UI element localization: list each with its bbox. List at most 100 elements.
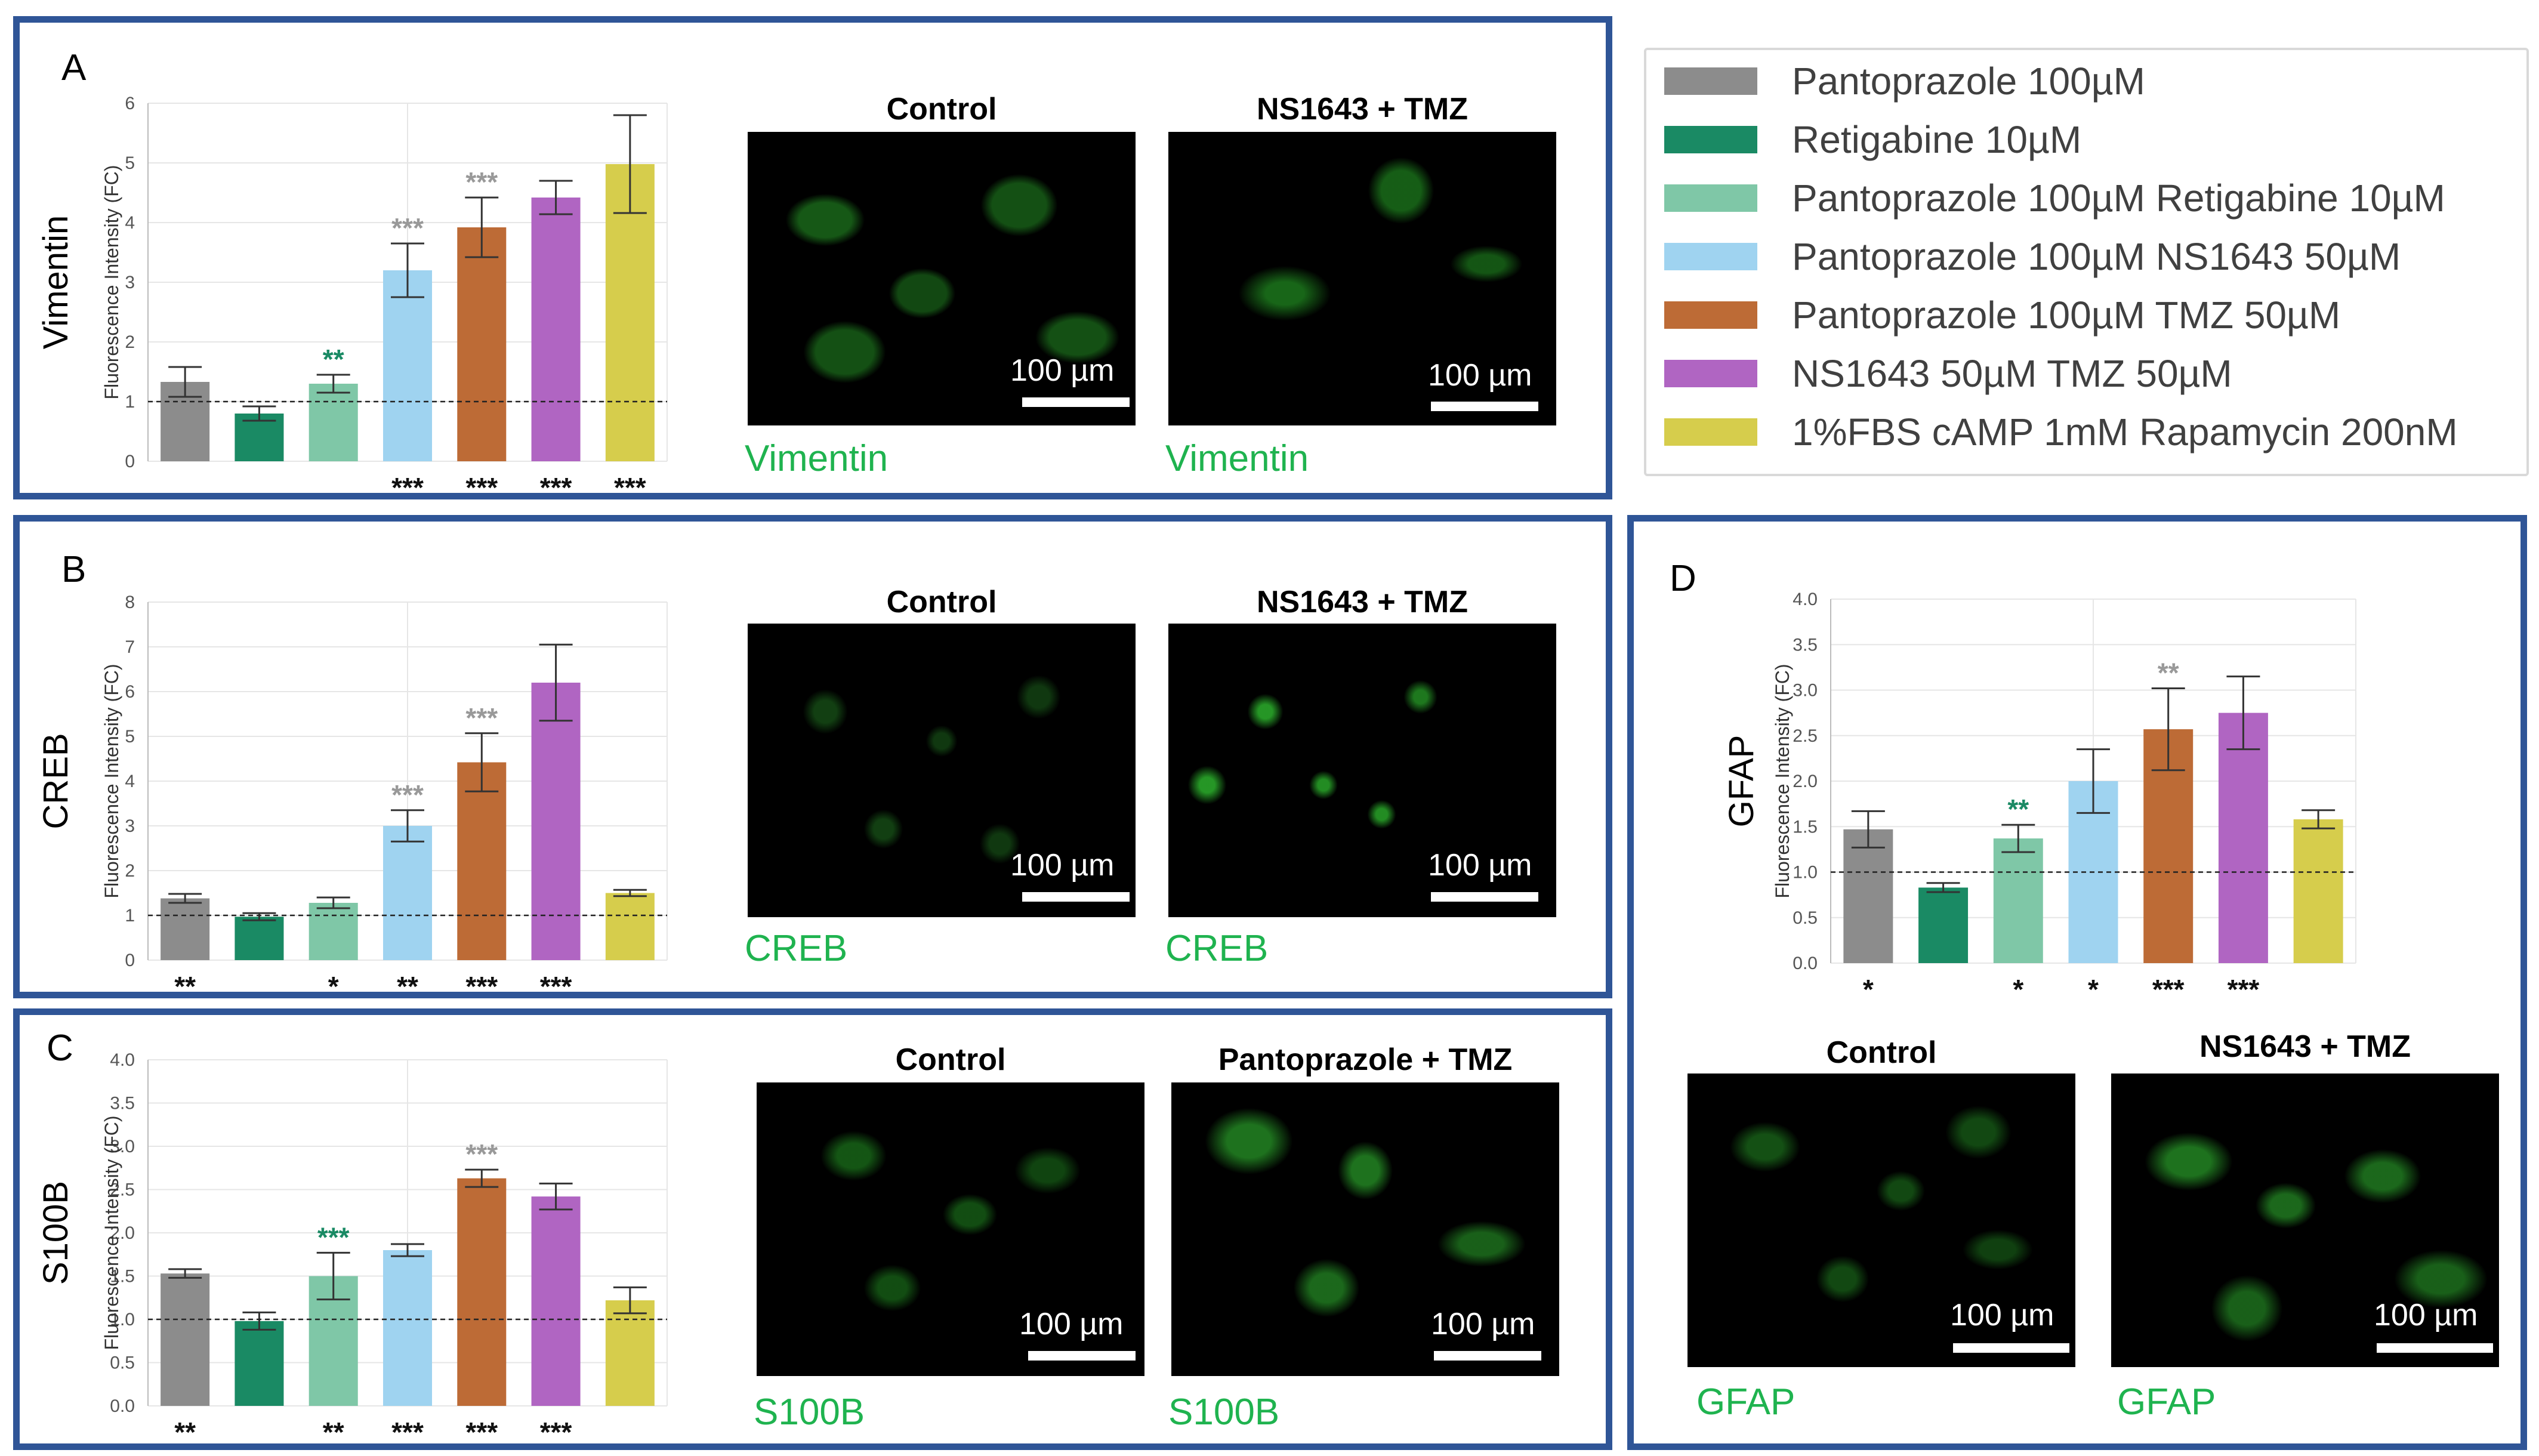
bar-chart-gfap: 0.0 0.5 1.0 1.5 2.0 2.5 3.0 3.5 4.0 Fluorescence … (1722, 590, 2356, 1005)
y-axis-title: Fluorescence Intensity (FC) (101, 1115, 122, 1350)
marker-label: Vimentin (745, 438, 889, 479)
bar (1918, 887, 1969, 963)
scale-bar (1028, 1351, 1136, 1361)
significance-stars: *** (391, 779, 424, 810)
significance-stars: *** (391, 212, 424, 243)
y-tick-label: 8 (125, 593, 135, 612)
significance-stars: *** (465, 166, 498, 198)
legend-item: Pantoprazole 100µM Retigabine 10µM (1664, 174, 2445, 222)
scale-label: 100 µm (1019, 1307, 1124, 1341)
bar (457, 227, 507, 461)
panel-letter: D (1670, 558, 1696, 599)
micrograph-control: 100 µm (1687, 1074, 2075, 1367)
significance-stars: ** (2158, 657, 2179, 688)
image-title: Control (886, 92, 997, 127)
bar (308, 384, 358, 461)
y-tick-label: 3 (125, 273, 135, 292)
significance-stars: *** (2152, 974, 2185, 1005)
legend-swatch (1664, 184, 1757, 212)
y-tick-label: 6 (125, 94, 135, 113)
scale-label: 100 µm (1428, 848, 1532, 883)
y-tick-label: 4 (125, 213, 135, 233)
micrograph-control: 100 µm (748, 132, 1136, 425)
legend-swatch (1664, 243, 1757, 270)
legend-item: Pantoprazole 100µM TMZ 50µM (1664, 291, 2340, 339)
y-tick-label: 2.5 (110, 1180, 135, 1200)
bar (308, 903, 358, 960)
scale-bar (2377, 1343, 2493, 1353)
y-tick-label: 3.0 (110, 1137, 135, 1156)
micrograph-treatment: 100 µm (1168, 132, 1556, 425)
bar (382, 1250, 433, 1406)
significance-stars: *** (465, 472, 498, 503)
scale-label: 100 µm (2374, 1298, 2478, 1332)
scale-bar (1434, 1351, 1541, 1361)
legend-swatch (1664, 418, 1757, 446)
legend-item: Retigabine 10µM (1664, 116, 2081, 164)
significance-stars: * (1863, 974, 1874, 1005)
y-tick-label: 7 (125, 637, 135, 657)
bar (457, 762, 507, 960)
image-title: NS1643 + TMZ (1256, 92, 1469, 127)
image-title: NS1643 + TMZ (1256, 585, 1469, 619)
scale-label: 100 µm (1950, 1298, 2054, 1332)
legend-swatch (1664, 360, 1757, 387)
marker-label: GFAP (1696, 1381, 1795, 1423)
scale-bar (1022, 397, 1130, 407)
significance-stars: *** (391, 472, 424, 503)
bar-chart-vimentin: 0 1 2 3 4 5 6 Fluorescence Intensity (FC) Viment… (36, 94, 668, 503)
y-tick-label: 0 (125, 452, 135, 471)
scale-label: 100 µm (1428, 358, 1532, 393)
y-tick-label: 1.0 (1793, 863, 1818, 883)
bar (161, 898, 210, 960)
significance-stars: *** (465, 702, 498, 733)
y-tick-label: 5 (125, 727, 135, 746)
bar (2293, 819, 2343, 963)
y-tick-label: 4.0 (110, 1050, 135, 1070)
marker-axis-label: S100B (36, 1181, 75, 1285)
marker-label: S100B (754, 1392, 865, 1433)
significance-stars: ** (174, 1417, 196, 1448)
y-tick-label: 5 (125, 153, 135, 173)
chart-legend: Pantoprazole 100µM Retigabine 10µM Panto… (1644, 48, 2529, 476)
significance-stars: *** (317, 1221, 350, 1253)
panel-c: C 0.0 0.5 1.0 1.5 2.0 2.5 3.0 3.5 4.0 Fluorescenc… (13, 1008, 1612, 1450)
bar (382, 826, 433, 960)
significance-stars: *** (540, 1417, 572, 1448)
scale-bar (1431, 892, 1538, 902)
bar-chart-creb: 0 1 2 3 4 5 6 7 8 Fluorescence Intensity (FC) CREB… (36, 593, 668, 1002)
panel-b: B 0 1 2 3 4 5 6 7 8 Fluorescence Intensity (FC) CR… (13, 515, 1612, 1002)
y-tick-label: 6 (125, 682, 135, 702)
y-tick-label: 2 (125, 861, 135, 881)
legend-label: NS1643 50µM TMZ 50µM (1792, 352, 2232, 395)
y-tick-label: 3 (125, 816, 135, 836)
micrograph-treatment: 100 µm (1171, 1082, 1559, 1376)
legend-swatch (1664, 301, 1757, 329)
y-tick-label: 2.5 (1793, 726, 1818, 746)
image-title: Pantoprazole + TMZ (1218, 1042, 1513, 1077)
bar (457, 1178, 507, 1406)
scale-label: 100 µm (1010, 353, 1115, 388)
legend-item: Pantoprazole 100µM NS1643 50µM (1664, 233, 2401, 280)
marker-label: GFAP (2117, 1381, 2216, 1423)
bar (1993, 838, 2043, 963)
legend-swatch (1664, 126, 1757, 153)
marker-label: CREB (1165, 928, 1269, 969)
y-tick-label: 0 (125, 951, 135, 970)
micrograph-treatment: 100 µm (1168, 624, 1556, 917)
bar (2218, 712, 2268, 963)
y-tick-label: 3.0 (1793, 681, 1818, 701)
marker-axis-label: GFAP (1722, 735, 1761, 828)
scale-bar (1953, 1343, 2069, 1353)
significance-stars: * (2088, 974, 2099, 1005)
legend-item: Pantoprazole 100µM (1664, 57, 2145, 105)
legend-item: 1%FBS cAMP 1mM Rapamycin 200nM (1664, 408, 2458, 456)
panel-a: A 0 1 2 3 4 5 6 Fluorescence Intensity (FC) Vime… (13, 16, 1612, 503)
scale-label: 100 µm (1010, 848, 1115, 883)
significance-stars: *** (465, 971, 498, 1002)
legend-label: Pantoprazole 100µM Retigabine 10µM (1792, 177, 2445, 220)
legend-label: 1%FBS cAMP 1mM Rapamycin 200nM (1792, 411, 2458, 454)
y-tick-label: 1 (125, 906, 135, 926)
y-axis-title: Fluorescence Intensity (FC) (1772, 664, 1793, 898)
legend-swatch (1664, 67, 1757, 95)
